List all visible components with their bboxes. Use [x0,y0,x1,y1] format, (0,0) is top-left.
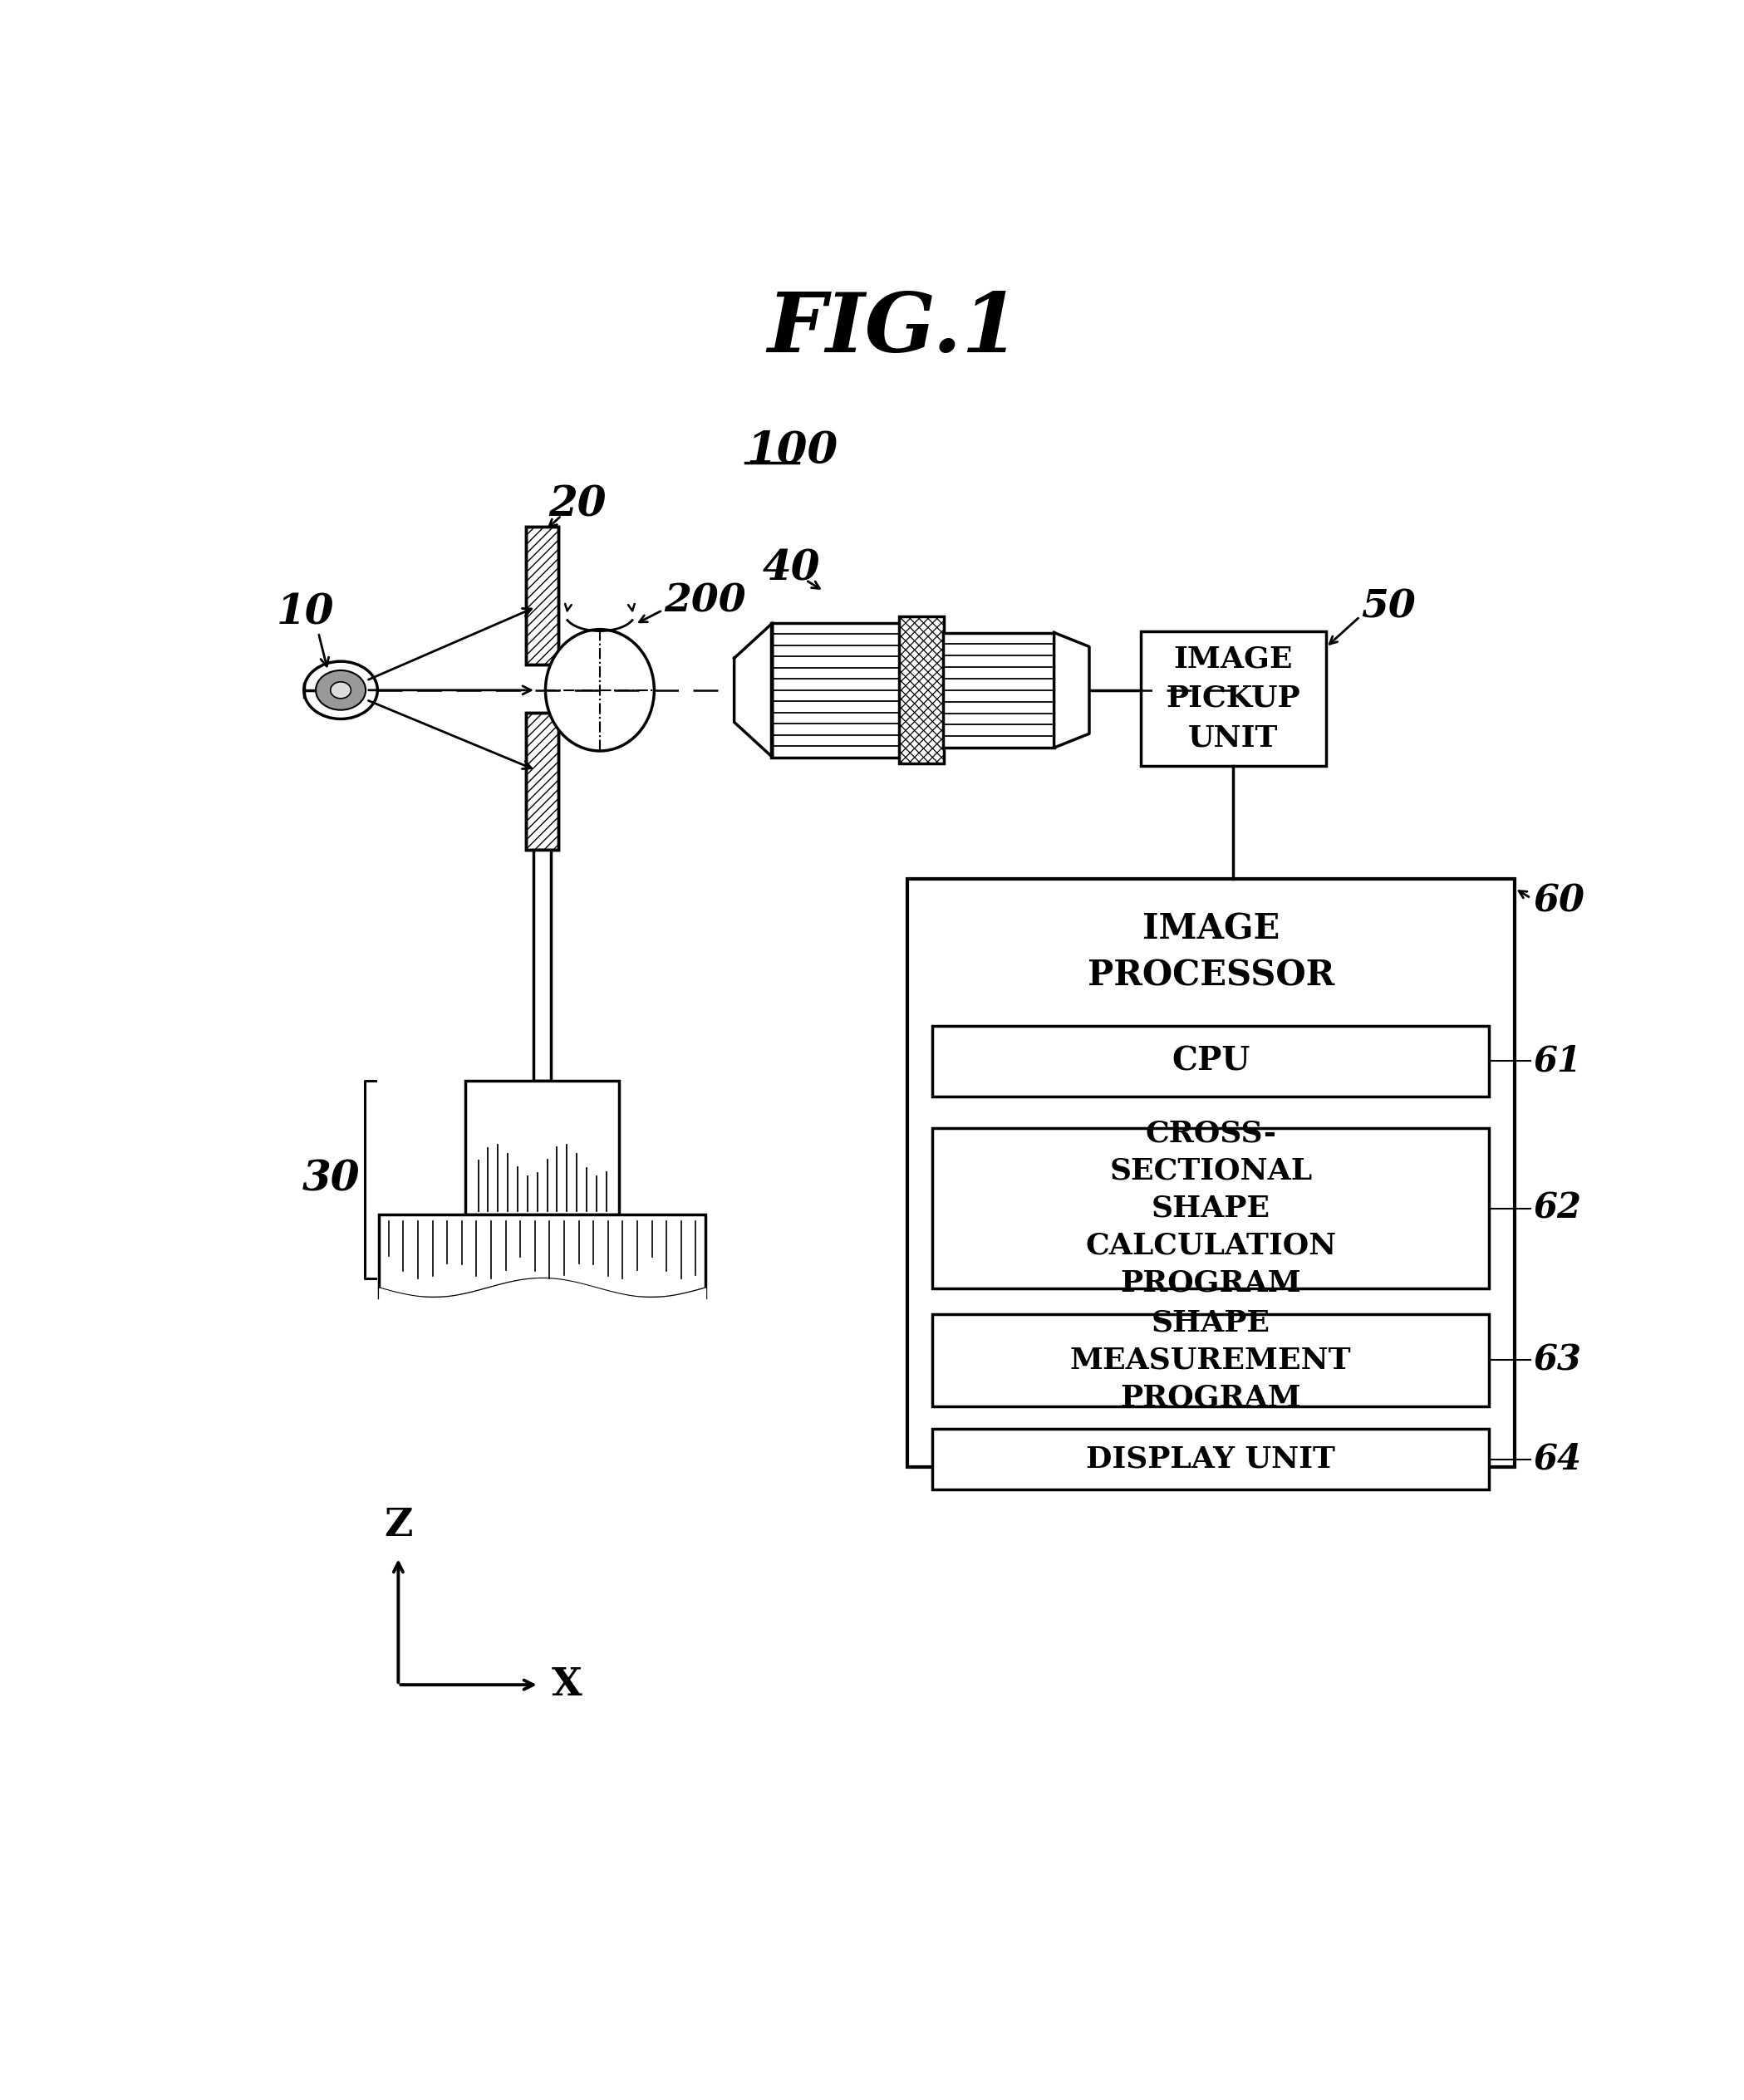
Text: 63: 63 [1535,1342,1582,1378]
Bar [527,527,558,664]
Ellipse shape [316,670,366,710]
Text: 100: 100 [746,428,839,473]
Text: IMAGE
PROCESSOR: IMAGE PROCESSOR [1087,911,1334,993]
Text: SHAPE
MEASUREMENT
PROGRAM: SHAPE MEASUREMENT PROGRAM [1071,1308,1352,1411]
Text: 60: 60 [1535,884,1585,920]
Bar [1141,632,1325,766]
Bar [771,624,900,758]
Bar [933,1428,1489,1489]
Text: 61: 61 [1535,1044,1582,1079]
Text: 50: 50 [1360,588,1416,626]
Text: IMAGE
PICKUP
UNIT: IMAGE PICKUP UNIT [1167,645,1301,752]
Text: 40: 40 [762,548,821,588]
Bar [933,1027,1489,1096]
Ellipse shape [330,682,351,699]
Text: CROSS-
SECTIONAL
SHAPE
CALCULATION
PROGRAM: CROSS- SECTIONAL SHAPE CALCULATION PROGR… [1085,1119,1336,1298]
Bar [534,850,551,1079]
Bar [527,712,558,851]
Text: 30: 30 [302,1159,359,1199]
Bar [933,1128,1489,1287]
Text: 200: 200 [664,582,746,620]
Bar [378,1214,705,1298]
Bar [900,617,944,764]
Text: 64: 64 [1535,1443,1582,1476]
Text: CPU: CPU [1172,1046,1250,1077]
Polygon shape [1053,632,1090,748]
Text: 62: 62 [1535,1191,1582,1226]
Text: X: X [551,1665,582,1703]
Bar [944,632,1053,748]
Bar [527,527,558,664]
Ellipse shape [546,630,654,752]
Bar [527,712,558,851]
Text: DISPLAY UNIT: DISPLAY UNIT [1087,1445,1336,1474]
Text: FIG.1: FIG.1 [767,288,1020,370]
Text: 10: 10 [277,592,335,634]
Bar [933,1315,1489,1407]
Text: Z: Z [384,1506,413,1544]
Bar [907,878,1516,1468]
Polygon shape [734,624,773,758]
Bar [466,1079,619,1214]
Text: 20: 20 [549,485,607,525]
